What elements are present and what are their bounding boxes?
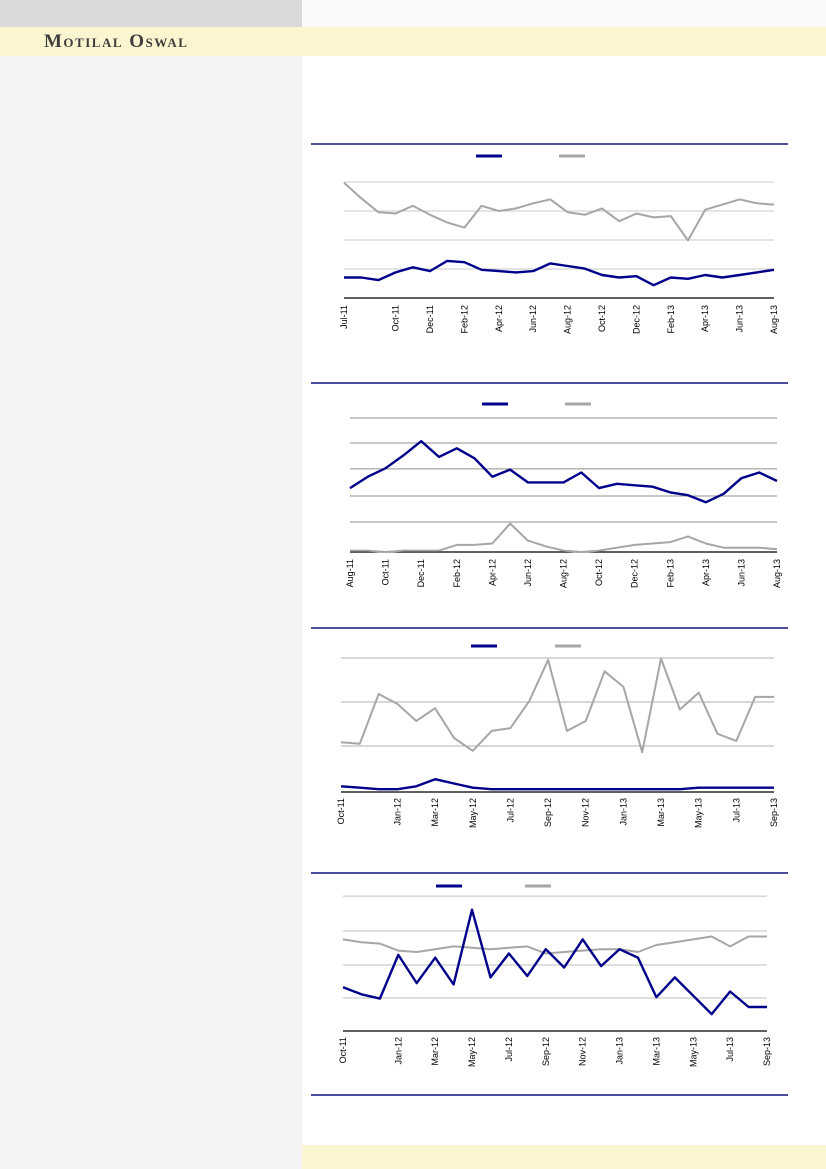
- chart-4-x-label: Mar-12: [430, 1037, 440, 1066]
- chart-2-series-gray: [350, 522, 778, 553]
- chart-2-x-label: Dec-12: [630, 559, 640, 588]
- chart-1-x-label: Feb-12: [459, 305, 469, 334]
- footer-band: [302, 1145, 826, 1169]
- chart-2-x-label: Oct-12: [594, 559, 604, 586]
- chart-1-x-label: Feb-13: [666, 305, 676, 334]
- chart-4-x-label: Oct-11: [338, 1037, 348, 1063]
- chart-2-x-label: Feb-13: [665, 559, 675, 588]
- chart-3-x-label: Mar-13: [656, 798, 666, 827]
- chart-1-x-label: Dec-11: [425, 305, 435, 333]
- chart-4-x-label: Jul-13: [725, 1037, 735, 1062]
- chart-3-x-label: Nov-12: [581, 798, 591, 827]
- chart-1-series-navy: [344, 259, 775, 287]
- brand-logo-text: Motilal Oswal: [44, 31, 189, 52]
- chart-4-x-label: Nov-12: [578, 1037, 588, 1066]
- chart-1-x-label: Aug-12: [563, 305, 573, 334]
- chart-1-x-label: Oct-11: [391, 305, 401, 331]
- chart-4-series-gray: [342, 935, 767, 955]
- chart-4-x-label: Jan-13: [615, 1037, 625, 1065]
- chart-4-x-label: Jan-12: [393, 1037, 403, 1065]
- chart-2-x-label: Dec-11: [416, 559, 426, 587]
- chart-3-x-label: Sep-13: [769, 798, 779, 827]
- chart-4-series-navy: [342, 908, 767, 1016]
- chart-1-x-label: Apr-13: [700, 305, 710, 332]
- chart-4-x-label: Mar-13: [651, 1037, 661, 1066]
- chart-1-x-label: Aug-13: [769, 305, 779, 334]
- chart-3-x-label: May-12: [468, 798, 478, 828]
- chart-4-x-label: May-12: [467, 1037, 477, 1067]
- chart-1-x-label: Jun-12: [528, 305, 538, 333]
- chart-2-x-label: Aug-13: [772, 559, 782, 588]
- chart-3-x-label: Jul-12: [505, 798, 515, 823]
- chart-2-series-navy: [349, 440, 778, 504]
- chart-1-x-label: Jun-13: [735, 305, 745, 333]
- chart-1-x-label: Apr-12: [494, 305, 504, 332]
- chart-3-x-label: Jan-13: [618, 798, 628, 826]
- chart-4-x-label: Sep-12: [541, 1037, 551, 1066]
- chart-4-x-label: May-13: [688, 1037, 698, 1067]
- chart-2-x-label: Jun-13: [736, 559, 746, 587]
- chart-2-x-label: Jun-12: [523, 559, 533, 587]
- chart-3-x-label: Oct-11: [336, 798, 346, 824]
- chart-3-x-label: Sep-12: [543, 798, 553, 827]
- chart-3-x-label: Mar-12: [430, 798, 440, 827]
- chart-1-x-label: Dec-12: [631, 305, 641, 334]
- chart-2-x-label: Apr-13: [701, 559, 711, 586]
- chart-3-series-navy: [340, 778, 774, 791]
- header-gray-bar: [0, 0, 302, 27]
- chart-1-x-label: Jul-11: [339, 305, 349, 329]
- chart-2-x-label: Feb-12: [452, 559, 462, 588]
- chart-4-x-label: Sep-13: [762, 1037, 772, 1066]
- header-right-strip: [302, 0, 826, 27]
- chart-3-x-label: Jan-12: [392, 798, 402, 826]
- chart-3-x-label: Jul-13: [731, 798, 741, 823]
- chart-1-x-label: Oct-12: [597, 305, 607, 332]
- chart-2-x-label: Oct-11: [381, 559, 391, 585]
- chart-2-x-label: Apr-12: [487, 559, 497, 586]
- chart-1-series-gray: [343, 182, 775, 242]
- chart-3-series-gray: [340, 657, 774, 754]
- left-sidebar-panel: [0, 56, 302, 1169]
- chart-2-x-label: Aug-12: [559, 559, 569, 588]
- brand-band: Motilal Oswal: [0, 27, 826, 56]
- chart-3-x-label: May-13: [694, 798, 704, 828]
- chart-2-x-label: Aug-11: [345, 559, 355, 587]
- chart-4-x-label: Jul-12: [504, 1037, 514, 1062]
